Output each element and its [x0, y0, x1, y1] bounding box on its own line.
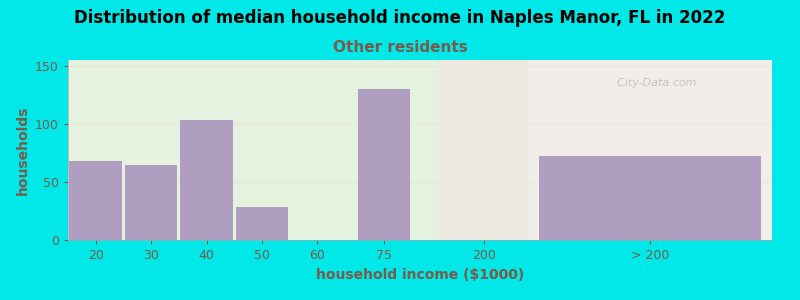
Bar — [125, 164, 178, 240]
Bar — [358, 89, 410, 240]
Bar — [539, 156, 761, 240]
Y-axis label: households: households — [15, 105, 30, 195]
X-axis label: household income ($1000): household income ($1000) — [316, 268, 524, 282]
Bar — [236, 208, 288, 240]
Bar — [439, 60, 528, 240]
Bar — [180, 120, 233, 240]
Bar — [68, 60, 439, 240]
Text: Distribution of median household income in Naples Manor, FL in 2022: Distribution of median household income … — [74, 9, 726, 27]
Bar — [70, 161, 122, 240]
Bar — [528, 60, 772, 240]
Text: Other residents: Other residents — [333, 40, 467, 56]
Text: City-Data.com: City-Data.com — [610, 78, 697, 88]
